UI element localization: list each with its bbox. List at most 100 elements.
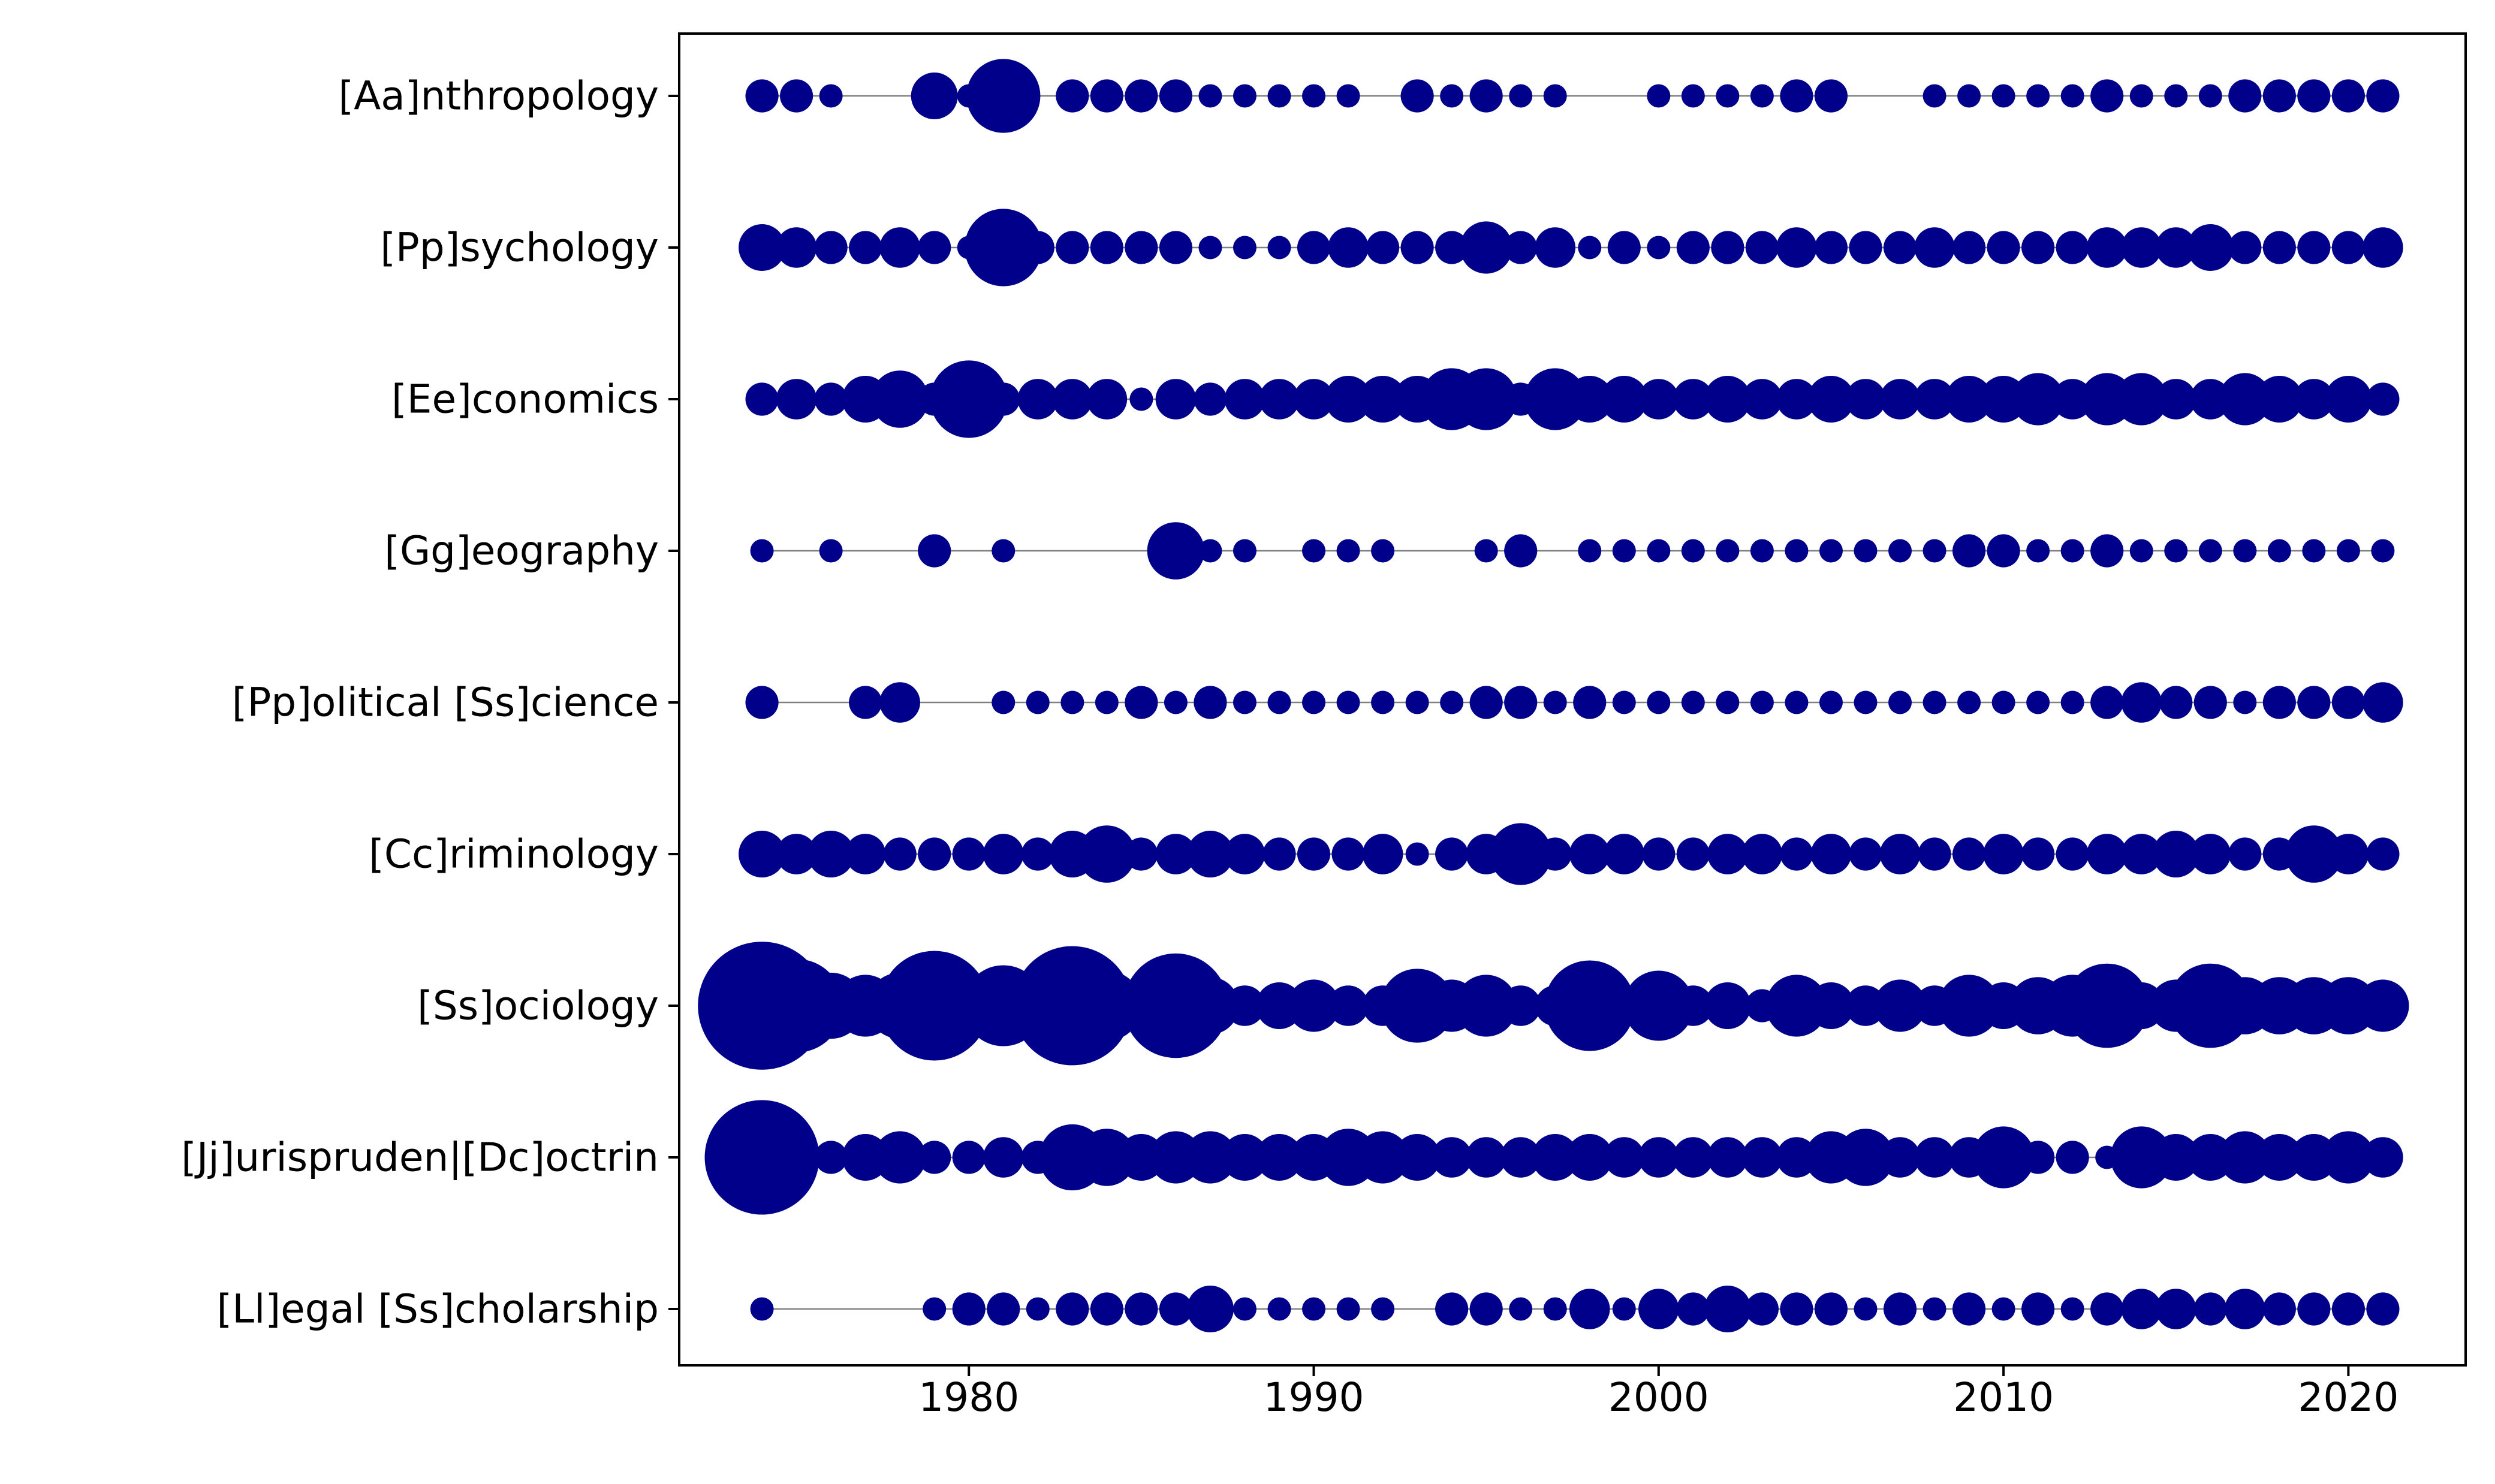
bubble-pp-sychology-1986: [1159, 231, 1192, 264]
bubble-pp-sychology-2006: [1849, 231, 1882, 264]
bubble-cc-riminology-2013: [2086, 834, 2128, 874]
bubble-ll-egal-ss-cholarship-2015: [2155, 1289, 2196, 1329]
y-tick-label: [Pp]sychology: [380, 225, 659, 271]
bubble-ee-conomics-1989: [1259, 379, 1300, 420]
bubble-gg-eography-1976: [819, 539, 843, 563]
bubble-ee-conomics-2000: [1638, 379, 1679, 420]
bubble-pp-olitical-ss-cience-2021: [2363, 682, 2403, 723]
bubble-pp-sychology-2018: [2262, 231, 2296, 264]
bubble-ss-ociology-2021: [2357, 979, 2409, 1032]
bubble-ll-egal-ss-cholarship-1986: [1159, 1292, 1192, 1326]
bubble-pp-olitical-ss-cience-2009: [1957, 690, 1981, 714]
bubble-pp-olitical-ss-cience-1974: [745, 686, 779, 719]
bubble-pp-sychology-2017: [2228, 231, 2262, 264]
bubble-pp-sychology-1982: [1021, 231, 1054, 264]
bubble-aa-nthropology-2009: [1957, 84, 1981, 108]
bubble-gg-eography-2008: [1923, 539, 1946, 563]
bubble-jj-urispruden-dc-octrin-1992: [1356, 1131, 1409, 1184]
bubble-ll-egal-ss-cholarship-2006: [1854, 1297, 1878, 1321]
bubble-gg-eography-1996: [1504, 534, 1538, 568]
bubble-gg-eography-2018: [2267, 539, 2291, 563]
bubble-cc-riminology-2015: [2152, 831, 2199, 877]
bubble-cc-riminology-2006: [1849, 837, 1882, 871]
bubble-jj-urispruden-dc-octrin-2003: [1741, 1137, 1783, 1178]
bubble-gg-eography-2000: [1647, 539, 1671, 563]
bubble-ss-ociology-1988: [1224, 985, 1265, 1026]
bubble-pp-olitical-ss-cience-2001: [1681, 690, 1705, 714]
bubble-gg-eography-1998: [1578, 539, 1602, 563]
bubble-gg-eography-1981: [992, 539, 1016, 563]
bubble-pp-sychology-2001: [1676, 231, 1710, 264]
bubble-ee-conomics-2003: [1741, 379, 1783, 420]
bubble-aa-nthropology-1993: [1400, 79, 1434, 113]
bubble-jj-urispruden-dc-octrin-2001: [1673, 1137, 1714, 1178]
bubble-cc-riminology-1993: [1405, 842, 1429, 866]
bubble-gg-eography-2005: [1819, 539, 1843, 563]
bubble-aa-nthropology-2001: [1681, 84, 1705, 108]
bubble-pp-olitical-ss-cience-1986: [1164, 690, 1188, 714]
bubble-ll-egal-ss-cholarship-2014: [2121, 1289, 2162, 1329]
bubble-aa-nthropology-1974: [745, 79, 779, 113]
bubble-ll-egal-ss-cholarship-1980: [952, 1292, 986, 1326]
bubble-pp-sychology-2008: [1914, 227, 1955, 268]
bubble-gg-eography-2006: [1854, 539, 1878, 563]
bubble-pp-olitical-ss-cience-1997: [1543, 690, 1567, 714]
bubble-pp-olitical-ss-cience-1990: [1302, 690, 1326, 714]
bubble-jj-urispruden-dc-octrin-2021: [2363, 1137, 2403, 1178]
bubble-cc-riminology-2014: [2121, 834, 2162, 874]
bubble-ee-conomics-2005: [1807, 376, 1855, 423]
bubble-jj-urispruden-dc-octrin-2011: [2021, 1141, 2055, 1174]
bubble-aa-nthropology-1986: [1159, 79, 1192, 113]
bubble-pp-sychology-1994: [1435, 231, 1469, 264]
bubble-ll-egal-ss-cholarship-2004: [1780, 1292, 1813, 1326]
bubble-ss-ociology-2005: [1807, 982, 1855, 1029]
bubble-ss-ociology-2006: [1845, 985, 1886, 1026]
bubble-ll-egal-ss-cholarship-2017: [2225, 1289, 2265, 1329]
bubble-ss-ociology-1984: [1071, 970, 1142, 1041]
x-tick-label: 2020: [2298, 1374, 2398, 1420]
bubble-cc-riminology-1986: [1155, 834, 1197, 874]
bubble-ee-conomics-1978: [871, 370, 929, 428]
bubble-aa-nthropology-1981: [966, 59, 1041, 133]
bubble-ee-conomics-2004: [1776, 379, 1817, 420]
bubble-cc-riminology-2002: [1707, 834, 1748, 874]
bubble-pp-sychology-2019: [2297, 231, 2331, 264]
bubble-ss-ociology-2004: [1765, 975, 1828, 1037]
bubble-pp-olitical-ss-cience-1983: [1060, 690, 1084, 714]
bubble-pp-olitical-ss-cience-1999: [1612, 690, 1636, 714]
bubble-gg-eography-2019: [2302, 539, 2326, 563]
bubble-jj-urispruden-dc-octrin-1980: [952, 1141, 986, 1174]
bubble-gg-eography-2021: [2371, 539, 2395, 563]
bubble-pp-sychology-1984: [1090, 231, 1123, 264]
bubble-gg-eography-1992: [1371, 539, 1395, 563]
bubble-ee-conomics-2019: [2294, 379, 2334, 420]
bubble-cc-riminology-1999: [1604, 834, 1645, 874]
bubble-cc-riminology-1997: [1538, 837, 1572, 871]
bubble-ll-egal-ss-cholarship-2013: [2090, 1292, 2124, 1326]
bubble-aa-nthropology-2013: [2090, 79, 2124, 113]
bubble-ee-conomics-2015: [2155, 379, 2196, 420]
bubble-ee-conomics-2020: [2325, 376, 2372, 423]
bubble-aa-nthropology-2018: [2262, 79, 2296, 113]
bubble-cc-riminology-1991: [1331, 837, 1365, 871]
bubble-cc-riminology-2004: [1780, 837, 1813, 871]
bubble-gg-eography-2001: [1681, 539, 1705, 563]
bubble-gg-eography-2003: [1750, 539, 1774, 563]
bubble-jj-urispruden-dc-octrin-1979: [918, 1141, 951, 1174]
bubble-ss-ociology-1998: [1544, 960, 1635, 1051]
bubble-ee-conomics-1990: [1293, 379, 1334, 420]
bubble-pp-sychology-2010: [1987, 231, 2020, 264]
bubble-aa-nthropology-2005: [1814, 79, 1848, 113]
x-tick-label: 1990: [1264, 1374, 1364, 1420]
bubble-ss-ociology-2013: [2065, 963, 2150, 1048]
bubble-cc-riminology-1984: [1078, 825, 1136, 883]
bubble-ss-ociology-2007: [1873, 979, 1927, 1032]
bubble-pp-sychology-1987: [1198, 236, 1222, 260]
bubble-ss-ociology-1995: [1455, 975, 1517, 1037]
bubble-jj-urispruden-dc-octrin-2020: [2322, 1131, 2375, 1184]
bubble-pp-sychology-1983: [1056, 231, 1089, 264]
bubble-gg-eography-2011: [2026, 539, 2050, 563]
bubble-pp-sychology-1988: [1233, 236, 1256, 260]
bubble-aa-nthropology-2003: [1750, 84, 1774, 108]
